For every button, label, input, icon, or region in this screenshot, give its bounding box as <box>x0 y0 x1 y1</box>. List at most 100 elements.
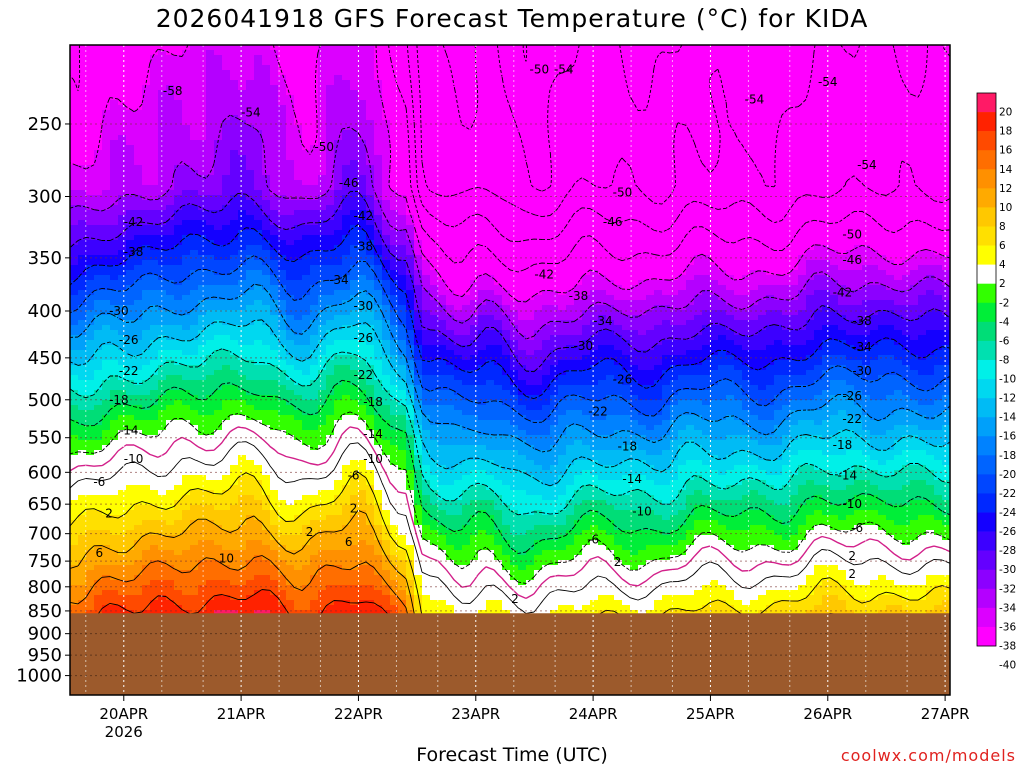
heatmap-cell <box>214 235 223 241</box>
heatmap-cell <box>446 250 455 256</box>
heatmap-cell <box>198 210 207 216</box>
heatmap-cell <box>286 190 295 196</box>
heatmap-cell <box>222 170 231 176</box>
heatmap-cell <box>190 180 199 186</box>
heatmap-cell <box>358 90 367 96</box>
heatmap-cell <box>342 185 351 191</box>
heatmap-cell <box>494 215 503 221</box>
heatmap-cell <box>206 50 215 56</box>
heatmap-cell <box>382 110 391 116</box>
heatmap-cell <box>206 210 215 216</box>
heatmap-cell <box>566 110 575 116</box>
heatmap-cell <box>822 90 831 96</box>
heatmap-cell <box>550 65 559 71</box>
heatmap-cell <box>862 195 871 201</box>
heatmap-cell <box>390 130 399 136</box>
heatmap-cell <box>926 260 935 266</box>
heatmap-cell <box>734 250 743 256</box>
heatmap-cell <box>150 195 159 201</box>
heatmap-cell <box>454 255 463 261</box>
heatmap-cell <box>142 105 151 111</box>
heatmap-cell <box>638 155 647 161</box>
heatmap-cell <box>774 165 783 171</box>
heatmap-cell <box>694 80 703 86</box>
heatmap-cell <box>718 120 727 126</box>
heatmap-cell <box>326 75 335 81</box>
heatmap-cell <box>598 260 607 266</box>
heatmap-cell <box>750 60 759 66</box>
heatmap-cell <box>102 205 111 211</box>
heatmap-cell <box>526 55 535 61</box>
heatmap-cell <box>886 75 895 81</box>
heatmap-cell <box>566 235 575 241</box>
heatmap-cell <box>750 125 759 131</box>
heatmap-cell <box>870 100 879 106</box>
heatmap-cell <box>206 45 215 51</box>
heatmap-cell <box>638 55 647 61</box>
heatmap-cell <box>294 215 303 221</box>
heatmap-cell <box>934 110 943 116</box>
heatmap-cell <box>182 195 191 201</box>
heatmap-cell <box>214 205 223 211</box>
heatmap-cell <box>790 135 799 141</box>
heatmap-cell <box>558 165 567 171</box>
heatmap-cell <box>86 145 95 151</box>
heatmap-cell <box>806 165 815 171</box>
heatmap-cell <box>390 120 399 126</box>
heatmap-cell <box>606 70 615 76</box>
heatmap-cell <box>110 255 119 261</box>
heatmap-cell <box>262 235 271 241</box>
heatmap-cell <box>190 235 199 241</box>
heatmap-cell <box>526 80 535 86</box>
heatmap-cell <box>814 205 823 211</box>
heatmap-cell <box>358 65 367 71</box>
heatmap-cell <box>622 125 631 131</box>
heatmap-cell <box>830 45 839 51</box>
heatmap-cell <box>894 60 903 66</box>
heatmap-cell <box>270 245 279 251</box>
heatmap-cell <box>838 250 847 256</box>
heatmap-cell <box>430 190 439 196</box>
heatmap-cell <box>118 225 127 231</box>
heatmap-cell <box>326 245 335 251</box>
heatmap-cell <box>94 175 103 181</box>
heatmap-cell <box>662 260 671 266</box>
heatmap-cell <box>198 155 207 161</box>
heatmap-cell <box>94 50 103 56</box>
heatmap-cell <box>198 160 207 166</box>
heatmap-cell <box>822 140 831 146</box>
heatmap-cell <box>694 235 703 241</box>
heatmap-cell <box>918 110 927 116</box>
heatmap-cell <box>526 115 535 121</box>
heatmap-cell <box>382 150 391 156</box>
heatmap-cell <box>70 125 79 131</box>
heatmap-cell <box>342 180 351 186</box>
heatmap-cell <box>70 90 79 96</box>
heatmap-cell <box>406 270 415 276</box>
heatmap-cell <box>846 220 855 226</box>
heatmap-cell <box>750 75 759 81</box>
heatmap-cell <box>638 195 647 201</box>
heatmap-cell <box>686 145 695 151</box>
heatmap-cell <box>614 95 623 101</box>
heatmap-cell <box>214 50 223 56</box>
heatmap-cell <box>222 125 231 131</box>
heatmap-cell <box>470 160 479 166</box>
heatmap-cell <box>598 60 607 66</box>
heatmap-cell <box>142 235 151 241</box>
heatmap-cell <box>126 270 135 276</box>
heatmap-cell <box>134 130 143 136</box>
heatmap-cell <box>670 125 679 131</box>
heatmap-cell <box>102 195 111 201</box>
heatmap-cell <box>134 145 143 151</box>
heatmap-cell <box>158 100 167 106</box>
heatmap-cell <box>486 175 495 181</box>
heatmap-cell <box>822 195 831 201</box>
heatmap-cell <box>878 125 887 131</box>
heatmap-cell <box>414 265 423 271</box>
heatmap-cell <box>502 180 511 186</box>
heatmap-cell <box>942 210 950 216</box>
heatmap-cell <box>662 145 671 151</box>
heatmap-cell <box>246 250 255 256</box>
heatmap-cell <box>174 140 183 146</box>
